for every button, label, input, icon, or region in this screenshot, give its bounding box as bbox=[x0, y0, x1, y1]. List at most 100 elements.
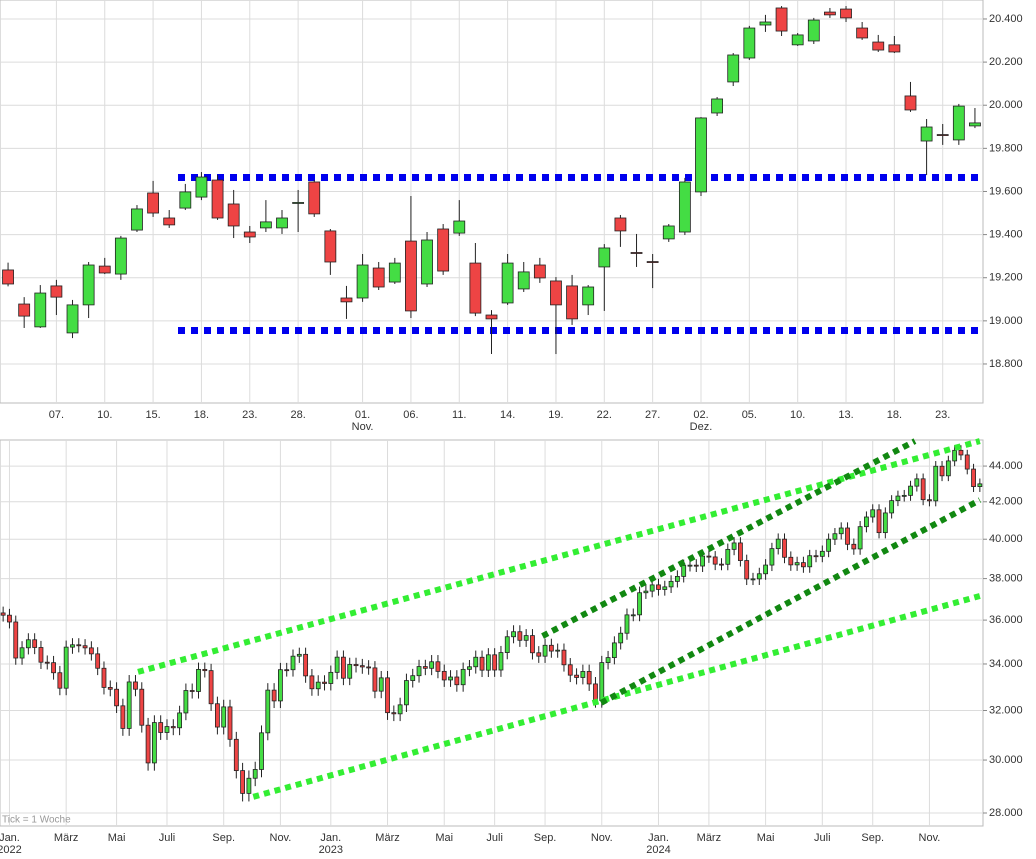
candle-body bbox=[44, 661, 50, 664]
candle-body bbox=[712, 556, 718, 565]
candle-body bbox=[429, 661, 435, 669]
candle-body bbox=[422, 666, 428, 669]
candle-body bbox=[711, 98, 724, 114]
candle-body bbox=[908, 485, 913, 496]
x-tick-label: 02. bbox=[693, 409, 708, 421]
candle-body bbox=[183, 690, 189, 714]
candle-body bbox=[76, 644, 82, 647]
candle-body bbox=[769, 548, 775, 566]
x-tick-label: 18. bbox=[887, 409, 902, 421]
x-tick-label: 23. bbox=[935, 409, 950, 421]
candle-body bbox=[341, 656, 346, 679]
candle-body bbox=[630, 614, 636, 617]
candle-body bbox=[958, 449, 964, 456]
candle-body bbox=[473, 656, 479, 668]
candle-body bbox=[416, 666, 422, 677]
candle-body bbox=[82, 645, 88, 649]
candle-body bbox=[126, 681, 132, 729]
candle-body bbox=[158, 722, 164, 733]
candle-body bbox=[498, 652, 504, 671]
candle-body bbox=[437, 228, 450, 272]
candle-body bbox=[284, 669, 290, 672]
candle-body bbox=[725, 548, 731, 565]
candle-body bbox=[271, 689, 277, 702]
candle-body bbox=[460, 668, 466, 686]
candle-body bbox=[469, 262, 482, 314]
candle-body bbox=[66, 304, 79, 334]
candle-body bbox=[630, 252, 643, 254]
candle-body bbox=[643, 590, 649, 594]
candle-body bbox=[441, 670, 447, 681]
candle-body bbox=[151, 722, 157, 764]
candle-body bbox=[485, 654, 491, 671]
x-group-label: Dez. bbox=[690, 421, 713, 433]
candle-body bbox=[614, 217, 627, 232]
candle-body bbox=[542, 644, 548, 657]
candle-body bbox=[189, 690, 195, 692]
candle-body bbox=[807, 555, 813, 568]
x-tick-label: 23. bbox=[242, 409, 257, 421]
y-tick-label: 38.000 bbox=[989, 573, 1023, 585]
candle-body bbox=[147, 192, 159, 214]
candle-body bbox=[952, 449, 958, 462]
candle-body bbox=[421, 239, 433, 285]
y-tick-label: 34.000 bbox=[989, 658, 1023, 670]
x-tick-label: Sep. bbox=[861, 832, 884, 844]
candle-body bbox=[952, 105, 965, 141]
candle-body bbox=[164, 726, 170, 733]
candle-body bbox=[214, 703, 220, 728]
candle-body bbox=[945, 460, 951, 477]
candle-body bbox=[70, 644, 75, 648]
x-tick-label: Jan. bbox=[0, 832, 20, 844]
candle-body bbox=[404, 680, 409, 706]
x-tick-label: 15. bbox=[145, 409, 160, 421]
candle-body bbox=[586, 671, 592, 685]
x-tick-label: 14. bbox=[500, 409, 515, 421]
candle-body bbox=[179, 191, 192, 209]
x-tick-label: Sep. bbox=[212, 832, 235, 844]
candle-body bbox=[738, 542, 743, 561]
candle-body bbox=[410, 675, 416, 681]
candle-body bbox=[813, 555, 819, 558]
candle-body bbox=[731, 542, 737, 550]
candle-body bbox=[202, 668, 208, 672]
candle-body bbox=[454, 676, 460, 686]
candle-body bbox=[876, 509, 882, 534]
candle-body bbox=[611, 642, 617, 659]
x-tick-label: 22. bbox=[597, 409, 612, 421]
x-tick-label: Jan. bbox=[648, 832, 669, 844]
x-tick-label: 10. bbox=[97, 409, 112, 421]
x-tick-label: Mai bbox=[757, 832, 775, 844]
candle-body bbox=[133, 681, 138, 690]
candle-body bbox=[391, 712, 397, 715]
x-tick-label: März bbox=[375, 832, 399, 844]
candle-body bbox=[901, 494, 907, 497]
candle-body bbox=[221, 706, 227, 728]
x-tick-label: 13. bbox=[838, 409, 853, 421]
candle-body bbox=[845, 527, 850, 545]
candle-body bbox=[904, 95, 917, 111]
y-tick-label: 20.400 bbox=[989, 13, 1023, 25]
candle-body bbox=[278, 669, 283, 702]
candle-body bbox=[719, 563, 724, 566]
candle-body bbox=[889, 500, 895, 514]
candle-body bbox=[674, 576, 680, 582]
candle-body bbox=[405, 240, 417, 312]
candle-body bbox=[63, 646, 69, 689]
candle-body bbox=[359, 665, 365, 668]
candle-body bbox=[227, 203, 240, 227]
x-tick-label: 28. bbox=[290, 409, 305, 421]
x-tick-label: Juli bbox=[159, 832, 176, 844]
candle-body bbox=[265, 689, 271, 734]
candle-body bbox=[170, 726, 176, 729]
candle-body bbox=[504, 636, 510, 653]
candle-body bbox=[51, 662, 56, 674]
candle-body bbox=[750, 578, 756, 581]
candle-body bbox=[453, 220, 466, 234]
candle-body bbox=[775, 538, 781, 550]
candle-body bbox=[971, 468, 976, 487]
candle-body bbox=[372, 667, 378, 692]
y-tick-label: 20.200 bbox=[989, 56, 1023, 68]
candle-body bbox=[693, 564, 699, 567]
